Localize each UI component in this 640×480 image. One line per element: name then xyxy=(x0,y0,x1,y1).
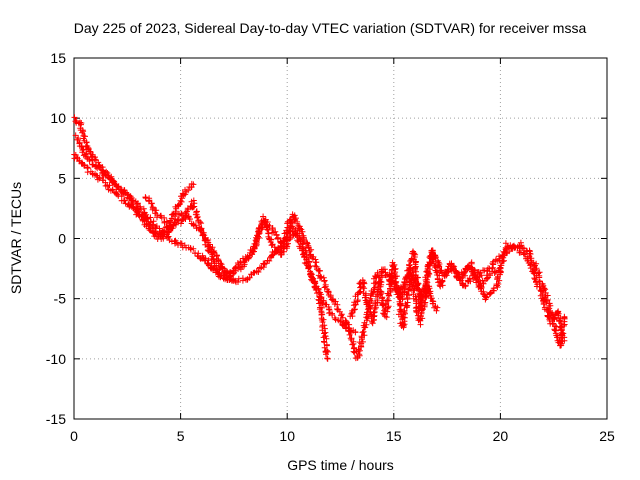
x-tick-label: 5 xyxy=(177,428,185,444)
y-tick-label: 10 xyxy=(50,110,66,126)
y-tick-label: -10 xyxy=(46,351,66,367)
x-axis-label: GPS time / hours xyxy=(287,457,394,473)
series-sat-g xyxy=(386,240,568,344)
x-tick-label: 10 xyxy=(279,428,295,444)
series-markers xyxy=(72,132,331,362)
x-tick-label: 25 xyxy=(599,428,615,444)
y-tick-label: 0 xyxy=(58,231,66,247)
x-tick-label: 0 xyxy=(70,428,78,444)
series-sat-c xyxy=(72,132,331,362)
chart-title: Day 225 of 2023, Sidereal Day-to-day VTE… xyxy=(73,20,587,36)
x-tick-label: 15 xyxy=(386,428,402,444)
y-tick-label: 5 xyxy=(58,170,66,186)
axis-ticks: 0 5 10 15 20 25 15 10 5 0 -5 -10 -15 xyxy=(46,50,615,444)
y-axis-label: SDTVAR / TECUs xyxy=(8,181,24,295)
x-tick-label: 20 xyxy=(493,428,509,444)
series-markers xyxy=(386,240,568,344)
y-tick-label: -5 xyxy=(54,291,67,307)
data-points xyxy=(71,114,568,362)
series-sat-h xyxy=(453,239,568,349)
y-tick-label: 15 xyxy=(50,50,66,66)
series-markers xyxy=(453,239,568,349)
y-tick-label: -15 xyxy=(46,411,66,427)
